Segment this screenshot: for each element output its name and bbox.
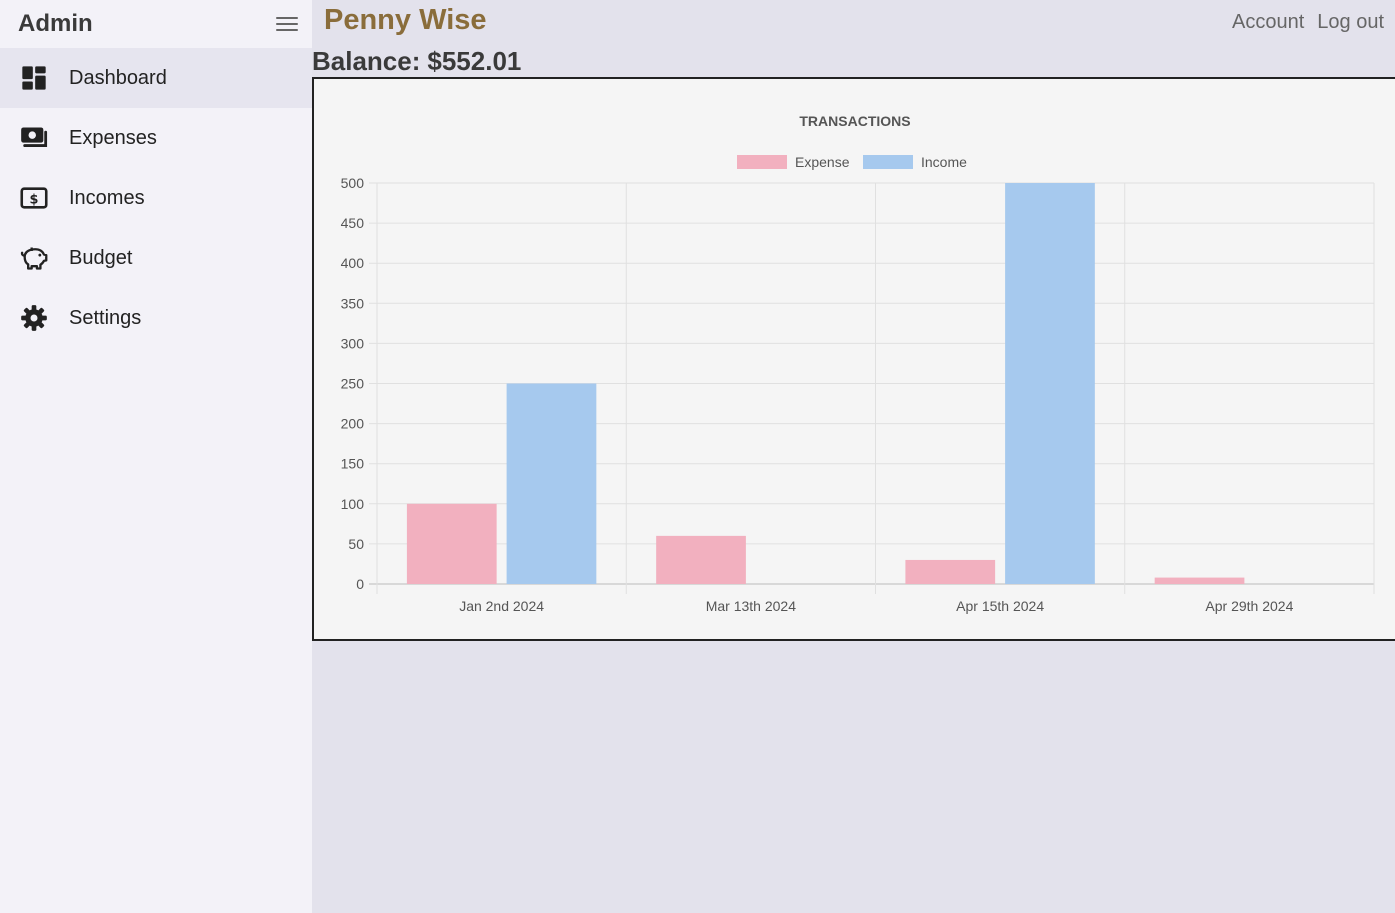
sidebar-item-incomes[interactable]: $ Incomes bbox=[0, 168, 312, 228]
sidebar-item-budget[interactable]: Budget bbox=[0, 228, 312, 288]
y-tick-label: 100 bbox=[341, 496, 365, 512]
bar-income bbox=[506, 383, 597, 584]
y-tick-label: 0 bbox=[356, 576, 364, 592]
legend-swatch bbox=[737, 155, 787, 169]
y-tick-label: 200 bbox=[341, 416, 365, 432]
x-tick-label: Apr 29th 2024 bbox=[1205, 598, 1293, 614]
sidebar: Admin Dashboard Expenses $ Incomes Budge… bbox=[0, 0, 312, 913]
transactions-chart: TRANSACTIONS Expense Income 0 50 100 150 200 250… bbox=[341, 113, 1375, 614]
sidebar-brand: Admin bbox=[18, 10, 93, 37]
header-links: Account Log out bbox=[1232, 11, 1384, 34]
x-tick-label: Apr 15th 2024 bbox=[956, 598, 1044, 614]
balance-value: $552.01 bbox=[427, 46, 522, 76]
balance-label: Balance: bbox=[312, 46, 421, 76]
piggy-bank-icon bbox=[20, 244, 48, 272]
sidebar-item-label: Budget bbox=[69, 246, 133, 269]
sidebar-item-label: Settings bbox=[69, 306, 142, 329]
account-link[interactable]: Account bbox=[1232, 11, 1305, 33]
sidebar-header: Admin bbox=[0, 0, 312, 48]
dashboard-icon bbox=[20, 64, 48, 92]
balance: Balance: $552.01 bbox=[312, 46, 521, 77]
bar-expense bbox=[656, 535, 746, 584]
transactions-chart-card: TRANSACTIONS Expense Income 0 50 100 150 200 250… bbox=[312, 77, 1395, 641]
sidebar-item-dashboard[interactable]: Dashboard bbox=[0, 48, 312, 108]
x-tick-label: Mar 13th 2024 bbox=[706, 598, 796, 614]
y-tick-label: 150 bbox=[341, 456, 365, 472]
y-tick-label: 300 bbox=[341, 335, 365, 351]
hamburger-menu-icon[interactable] bbox=[275, 15, 299, 33]
gear-icon bbox=[20, 304, 48, 332]
y-tick-label: 250 bbox=[341, 376, 365, 392]
x-tick-label: Jan 2nd 2024 bbox=[459, 598, 544, 614]
y-tick-label: 400 bbox=[341, 255, 365, 271]
bar-expense bbox=[905, 559, 996, 584]
logout-link[interactable]: Log out bbox=[1317, 11, 1384, 33]
legend-swatch bbox=[863, 155, 913, 169]
svg-text:$: $ bbox=[30, 192, 39, 207]
money-icon bbox=[20, 124, 48, 152]
sidebar-item-label: Incomes bbox=[69, 186, 145, 209]
app-title: Penny Wise bbox=[324, 4, 487, 36]
sidebar-item-label: Dashboard bbox=[69, 66, 167, 89]
y-tick-label: 500 bbox=[341, 175, 365, 191]
legend-label: Income bbox=[921, 154, 967, 170]
sidebar-item-expenses[interactable]: Expenses bbox=[0, 108, 312, 168]
dollar-bill-icon: $ bbox=[20, 184, 48, 212]
bar-income bbox=[1005, 183, 1095, 584]
legend-label: Expense bbox=[795, 154, 850, 170]
y-tick-label: 350 bbox=[341, 295, 365, 311]
chart-title: TRANSACTIONS bbox=[799, 113, 910, 129]
y-tick-label: 50 bbox=[348, 536, 364, 552]
bar-expense bbox=[406, 503, 497, 584]
bar-expense bbox=[1154, 577, 1245, 584]
sidebar-item-settings[interactable]: Settings bbox=[0, 288, 312, 348]
y-tick-label: 450 bbox=[341, 215, 365, 231]
sidebar-item-label: Expenses bbox=[69, 126, 157, 149]
